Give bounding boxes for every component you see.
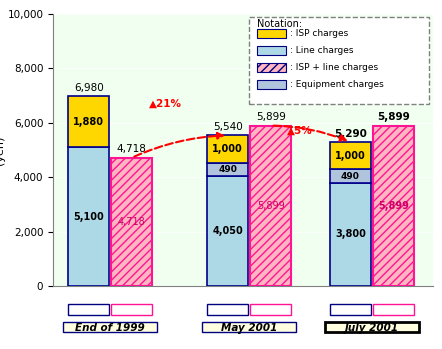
Text: ▲21%: ▲21% [149, 99, 182, 109]
FancyBboxPatch shape [202, 322, 296, 333]
Text: 1,000: 1,000 [213, 144, 243, 154]
FancyBboxPatch shape [257, 63, 286, 72]
Text: End of 1999: End of 1999 [76, 322, 145, 333]
Bar [250, 126, 291, 286]
FancyBboxPatch shape [69, 304, 109, 315]
FancyBboxPatch shape [373, 304, 414, 315]
Text: 3,800: 3,800 [335, 229, 366, 239]
Bar [207, 135, 248, 163]
Text: May 2001: May 2001 [221, 324, 278, 334]
Bar [330, 142, 371, 169]
Text: U.S.: U.S. [384, 305, 402, 314]
Bar [111, 158, 152, 286]
Text: 5,899: 5,899 [378, 201, 409, 211]
Text: 5,540: 5,540 [213, 122, 243, 132]
Bar [330, 169, 371, 183]
Text: 5,100: 5,100 [73, 212, 104, 222]
Text: ▲5%: ▲5% [287, 126, 313, 135]
Bar [373, 126, 414, 286]
Text: 4,050: 4,050 [213, 226, 243, 236]
Text: 4,718: 4,718 [118, 217, 145, 227]
Text: : ISP charges: : ISP charges [290, 29, 348, 38]
Text: 6,980: 6,980 [74, 83, 104, 93]
Text: End of 1999: End of 1999 [76, 324, 145, 334]
Text: 5,899: 5,899 [256, 112, 286, 122]
Bar [207, 163, 248, 176]
Text: 5,899: 5,899 [377, 112, 410, 122]
FancyBboxPatch shape [250, 304, 291, 315]
Text: 1,000: 1,000 [335, 151, 366, 161]
Y-axis label: (yen): (yen) [0, 135, 4, 165]
FancyBboxPatch shape [257, 46, 286, 55]
Text: Notation:: Notation: [257, 20, 302, 29]
Text: 5,899: 5,899 [257, 201, 285, 211]
Text: : Line charges: : Line charges [290, 46, 354, 55]
Text: 490: 490 [341, 172, 360, 180]
Bar [207, 176, 248, 286]
Text: : Equipment charges: : Equipment charges [290, 80, 384, 89]
FancyBboxPatch shape [257, 80, 286, 89]
Text: July 2001: July 2001 [345, 322, 399, 333]
FancyBboxPatch shape [111, 304, 152, 315]
Text: 490: 490 [218, 165, 237, 174]
Text: NTT: NTT [80, 305, 98, 314]
Text: : ISP + line charges: : ISP + line charges [290, 63, 378, 72]
FancyBboxPatch shape [325, 322, 419, 333]
Text: July 2001: July 2001 [345, 324, 399, 334]
Text: 5,290: 5,290 [334, 129, 367, 139]
FancyBboxPatch shape [330, 304, 371, 315]
Text: U.S.: U.S. [262, 305, 280, 314]
FancyBboxPatch shape [249, 17, 429, 104]
FancyBboxPatch shape [207, 304, 248, 315]
Bar [69, 96, 109, 147]
Text: May 2001: May 2001 [221, 322, 278, 333]
Text: 4,718: 4,718 [117, 144, 147, 155]
Text: 1,880: 1,880 [73, 117, 104, 127]
FancyBboxPatch shape [257, 29, 286, 38]
FancyBboxPatch shape [63, 322, 157, 333]
Bar [330, 183, 371, 286]
Text: U.S.: U.S. [123, 305, 141, 314]
Text: NTT: NTT [342, 305, 359, 314]
Bar [69, 147, 109, 286]
Text: NTT: NTT [219, 305, 236, 314]
